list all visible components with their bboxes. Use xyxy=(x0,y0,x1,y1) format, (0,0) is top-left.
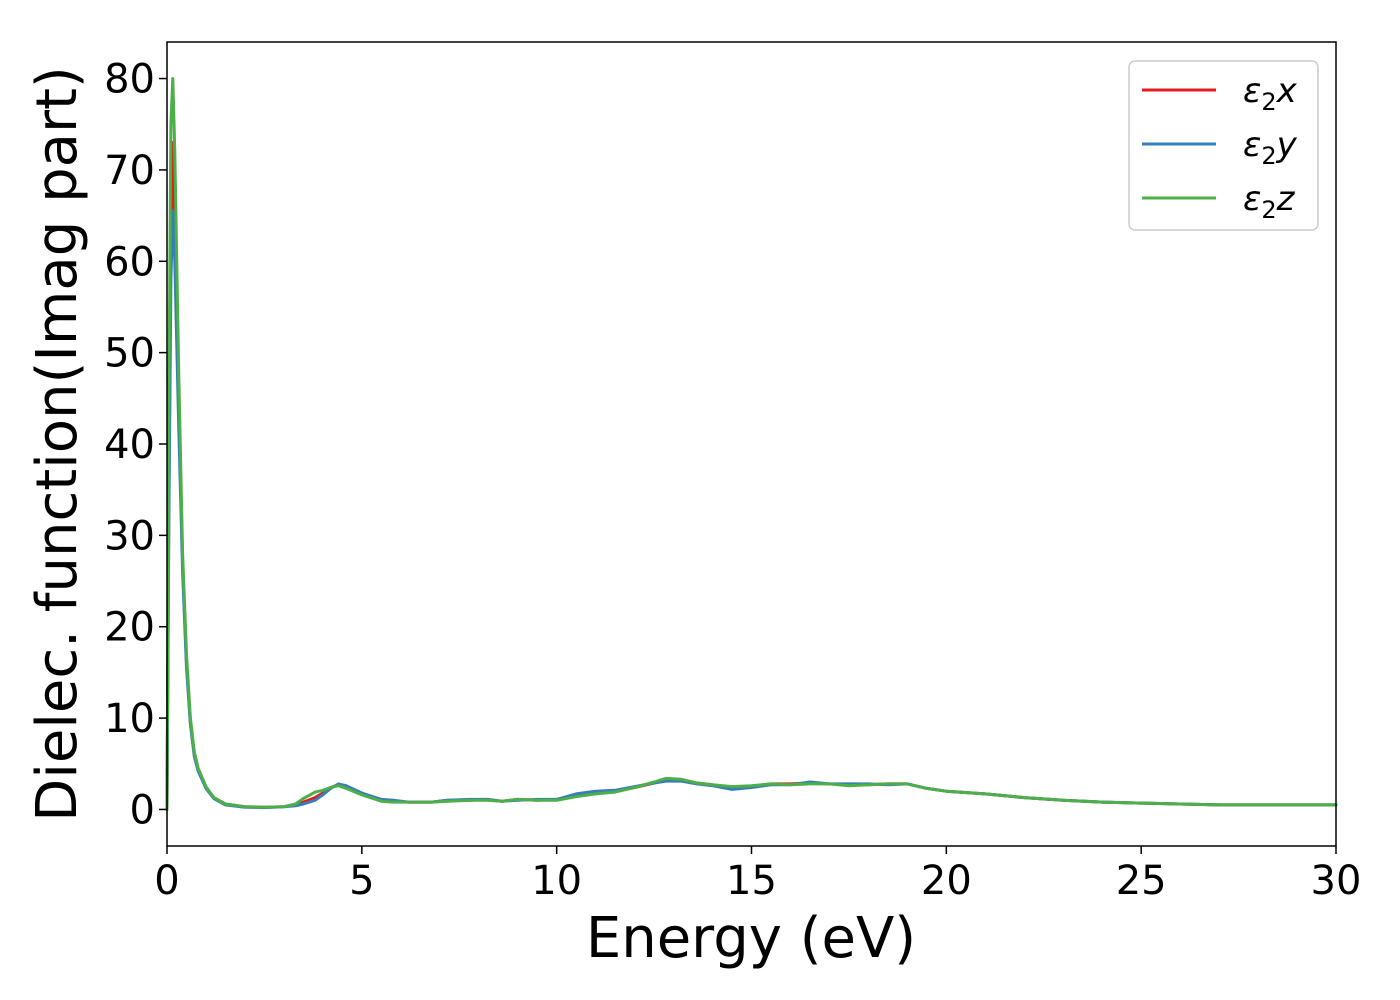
y-tick-label: 30 xyxy=(104,513,155,559)
y-tick-label: 80 xyxy=(104,57,155,103)
x-tick-label: 0 xyxy=(154,858,179,904)
y-tick-label: 40 xyxy=(104,422,155,468)
legend-box xyxy=(1128,60,1319,231)
series-line-z xyxy=(165,77,1338,811)
x-tick-label: 10 xyxy=(531,858,582,904)
x-tick-label: 30 xyxy=(1311,858,1362,904)
legend-label-y: ε2y xyxy=(1243,125,1298,170)
series-line-x xyxy=(165,141,1338,811)
x-tick-label: 5 xyxy=(349,858,374,904)
series-line-y xyxy=(165,209,1338,811)
legend-label-x: ε2x xyxy=(1243,71,1298,116)
x-axis-ticks: 0 5 10 15 20 25 30 xyxy=(154,846,1361,904)
x-axis-title: Energy (eV) xyxy=(586,906,916,971)
y-tick-label: 0 xyxy=(130,787,155,833)
legend-label-z: ε2z xyxy=(1243,179,1296,224)
y-axis-ticks: 0 10 20 30 40 50 60 70 80 xyxy=(104,57,167,833)
y-tick-label: 50 xyxy=(104,331,155,377)
legend-items: ε2x ε2y ε2z xyxy=(1142,71,1298,224)
y-tick-label: 20 xyxy=(104,605,155,651)
series-layer xyxy=(165,77,1338,811)
x-tick-label: 20 xyxy=(921,858,972,904)
y-tick-label: 70 xyxy=(104,148,155,194)
y-tick-label: 10 xyxy=(104,696,155,742)
x-tick-label: 25 xyxy=(1116,858,1167,904)
y-tick-label: 60 xyxy=(104,239,155,285)
x-tick-label: 15 xyxy=(726,858,777,904)
legend: ε2x ε2y ε2z xyxy=(1128,60,1319,231)
y-axis-title: Dielec. function(Imag part) xyxy=(25,66,90,822)
